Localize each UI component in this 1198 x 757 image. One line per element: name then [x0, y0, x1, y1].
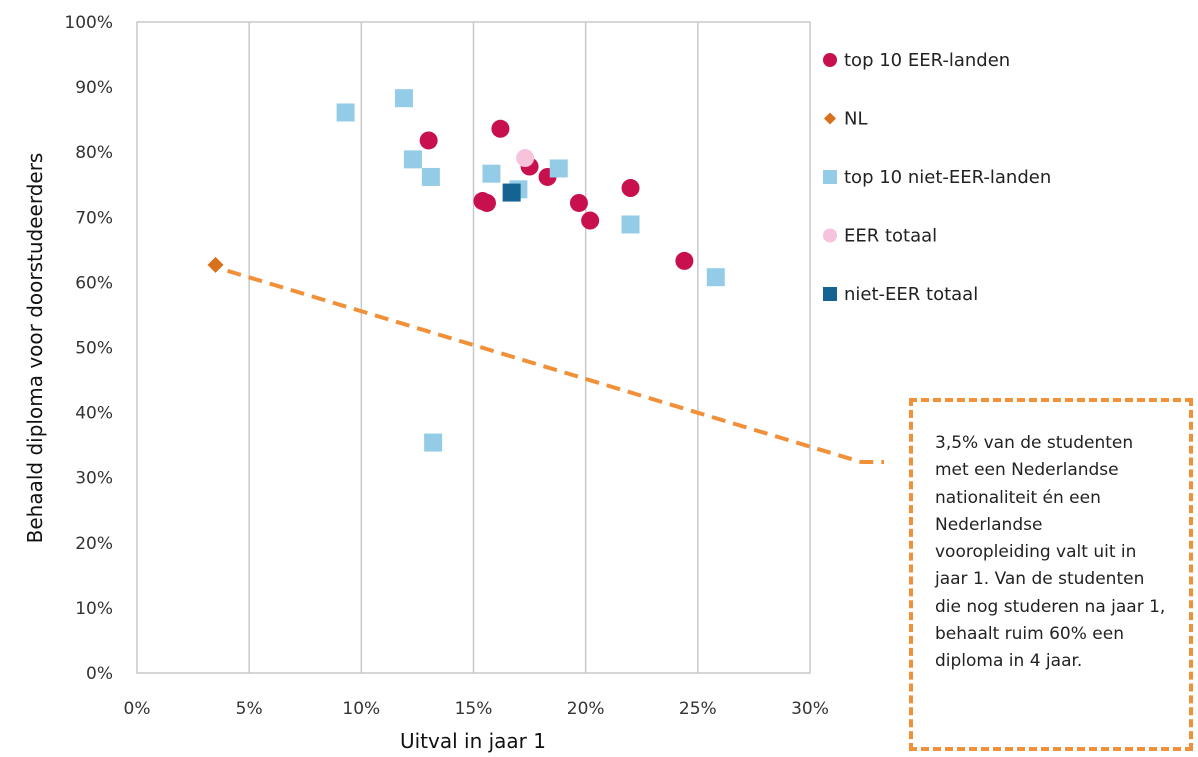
x-tick-label: 5%	[236, 699, 263, 719]
legend-label: top 10 EER-landen	[844, 50, 1010, 71]
gridlines	[248, 22, 699, 673]
data-point	[424, 433, 443, 452]
data-point	[394, 89, 413, 108]
legend-item-niet-eer-totaal: niet-EER totaal	[823, 284, 978, 305]
data-point	[569, 193, 588, 212]
legend-item-nl: NL	[824, 109, 868, 130]
y-tick-label: 90%	[75, 78, 113, 98]
legend-marker	[823, 170, 837, 184]
legend-item-top-10-eer-landen: top 10 EER-landen	[823, 50, 1010, 71]
x-tick-label: 20%	[567, 699, 605, 719]
annotation-line: nationaliteit én een	[935, 487, 1101, 508]
y-tick-label: 50%	[75, 339, 113, 359]
legend-label: niet-EER totaal	[844, 284, 978, 305]
y-tick-label: 70%	[75, 208, 113, 228]
annotation-connector	[226, 268, 884, 464]
data-point	[419, 131, 438, 150]
annotation-line: Nederlandse	[935, 514, 1043, 535]
data-point	[621, 179, 640, 198]
data-point	[207, 256, 224, 273]
y-tick-label: 10%	[75, 599, 113, 619]
y-tick-label: 30%	[75, 469, 113, 489]
data-point	[336, 103, 355, 122]
data-point	[477, 193, 496, 212]
data-point	[502, 183, 521, 202]
annotation-connector-group	[226, 268, 884, 464]
data-point	[516, 149, 535, 168]
x-tick-label: 25%	[679, 699, 717, 719]
data-point	[581, 211, 600, 230]
y-tick-label: 80%	[75, 143, 113, 163]
annotation-line: jaar 1. Van de studenten	[935, 569, 1145, 590]
x-tick-label: 10%	[342, 699, 380, 719]
plot-area-frame	[136, 21, 811, 674]
legend-marker	[823, 228, 837, 243]
data-point	[706, 268, 725, 287]
data-points	[207, 89, 725, 452]
series-top-10-eer-landen	[419, 119, 694, 270]
data-point	[403, 150, 422, 169]
x-axis-title: Uitval in jaar 1	[400, 729, 546, 753]
annotation-line: met een Nederlandse	[935, 460, 1119, 481]
data-point	[549, 159, 568, 178]
x-tick-label: 0%	[124, 699, 151, 719]
legend-item-eer-totaal: EER totaal	[823, 226, 937, 247]
annotation-box: 3,5% van de studenten met een Nederlandse…	[909, 398, 1193, 751]
y-tick-label: 0%	[86, 664, 113, 684]
series-niet-eer-totaal	[502, 183, 521, 202]
y-axis-title: Behaald diploma voor doorstudeerders	[23, 153, 47, 544]
annotation-line: behaalt ruim 60% een	[935, 624, 1124, 645]
legend-label: EER totaal	[844, 226, 937, 247]
annotation-line: diploma in 4 jaar.	[935, 651, 1083, 672]
legend-label: NL	[844, 109, 868, 130]
legend-item-top-10-niet-eer-landen: top 10 niet-EER-landen	[823, 167, 1051, 188]
legend: top 10 EER-landen NL top 10 niet-EER-lande…	[823, 50, 1051, 305]
y-tick-label: 20%	[75, 534, 113, 554]
series-top-10-niet-eer-landen	[336, 89, 725, 452]
series-eer-totaal	[516, 149, 535, 168]
data-point	[491, 119, 510, 138]
legend-marker	[823, 53, 837, 67]
x-tick-label: 15%	[455, 699, 493, 719]
x-tick-labels: 0% 5% 10% 15% 20% 25% 30%	[124, 699, 829, 719]
y-tick-label: 60%	[75, 273, 113, 293]
x-tick-label: 30%	[791, 699, 829, 719]
data-point	[421, 167, 440, 186]
legend-label: top 10 niet-EER-landen	[844, 167, 1051, 188]
data-point	[621, 215, 640, 234]
annotation-line: 3,5% van de studenten	[935, 433, 1134, 453]
data-point	[482, 164, 501, 183]
annotation-line: vooropleiding valt uit in	[935, 542, 1137, 563]
annotation-text: 3,5% van de studenten met een Nederlandse…	[935, 430, 1191, 676]
legend-marker	[823, 287, 837, 301]
data-point	[675, 251, 694, 270]
series-nl	[207, 256, 224, 273]
legend-marker	[824, 112, 836, 125]
y-tick-labels: 0% 10% 20% 30% 40% 50% 60% 70% 80% 90% 100%	[64, 13, 113, 684]
annotation-line: die nog studeren na jaar 1,	[935, 596, 1166, 617]
y-tick-label: 100%	[64, 13, 113, 33]
axes	[136, 21, 811, 674]
y-tick-label: 40%	[75, 404, 113, 424]
